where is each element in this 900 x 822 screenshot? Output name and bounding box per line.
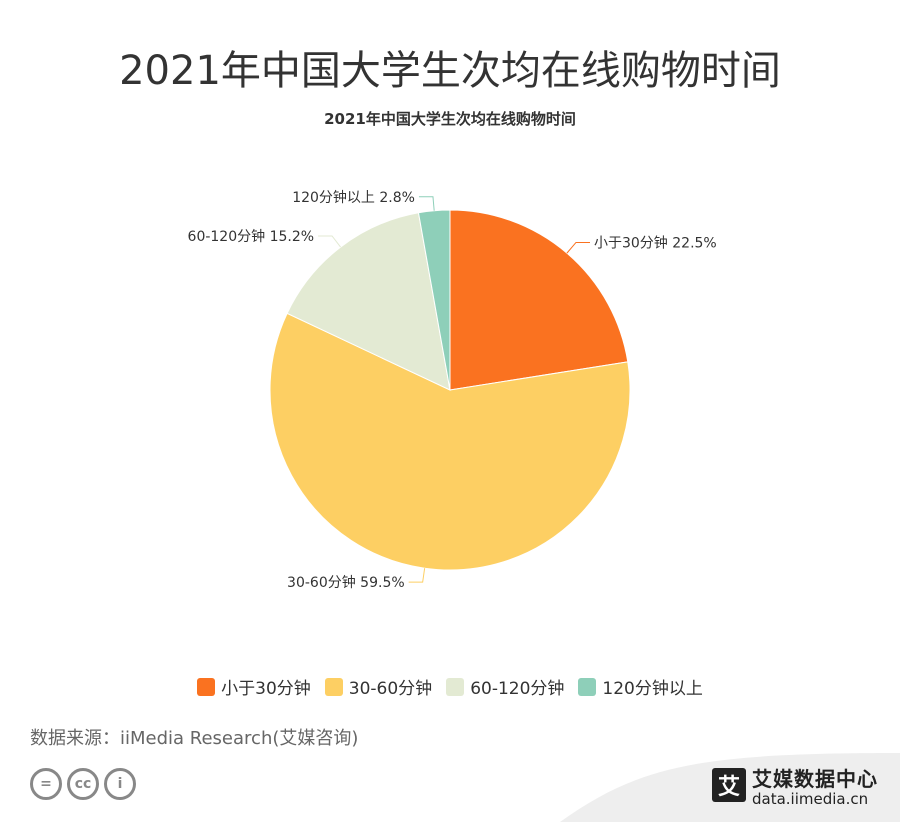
legend-item: 小于30分钟	[197, 674, 311, 699]
brand-logo: 艾	[712, 768, 746, 802]
cc-by-icon: i	[104, 768, 136, 800]
pie-slice	[269, 312, 631, 571]
pie-slice-label: 60-120分钟 15.2%	[188, 228, 315, 245]
legend-swatch	[324, 677, 343, 696]
legend-swatch	[446, 677, 465, 696]
pie-slice-label: 小于30分钟 22.5%	[594, 234, 717, 251]
pie-slice	[449, 209, 629, 391]
pie-leader-line	[418, 196, 435, 211]
legend-label: 30-60分钟	[348, 679, 433, 699]
chart-legend: 小于30分钟 30-60分钟 60-120分钟 120分钟以上	[0, 674, 900, 699]
brand-url: data.iimedia.cn	[752, 790, 869, 808]
cc-license-badges: = cc i	[30, 768, 136, 800]
pie-slice-label: 30-60分钟 59.5%	[287, 574, 405, 591]
cc-icon: cc	[67, 768, 99, 800]
legend-swatch	[578, 677, 597, 696]
brand: 艾 艾媒数据中心 data.iimedia.cn	[712, 768, 878, 808]
legend-label: 120分钟以上	[602, 679, 703, 699]
legend-label: 60-120分钟	[470, 679, 565, 699]
legend-item: 30-60分钟	[324, 674, 433, 699]
pie-leader-line	[566, 241, 590, 254]
data-source: 数据来源：iiMedia Research(艾媒咨询)	[30, 728, 359, 749]
pie-leader-line	[408, 568, 426, 583]
page-title: 2021年中国大学生次均在线购物时间	[119, 48, 781, 94]
cc-nd-icon: =	[30, 768, 62, 800]
pie-slice-label: 120分钟以上 2.8%	[292, 189, 415, 206]
pie-leader-line	[318, 235, 341, 248]
legend-item: 120分钟以上	[578, 674, 703, 699]
pie-chart: 小于30分钟 22.5% 30-60分钟 59.5% 60-120分钟 15.2% 1…	[188, 189, 717, 591]
legend-label: 小于30分钟	[221, 679, 311, 699]
brand-name: 艾媒数据中心	[752, 767, 878, 791]
chart-title: 2021年中国大学生次均在线购物时间	[324, 110, 576, 128]
legend-swatch	[197, 677, 216, 696]
legend-item: 60-120分钟	[446, 674, 564, 699]
